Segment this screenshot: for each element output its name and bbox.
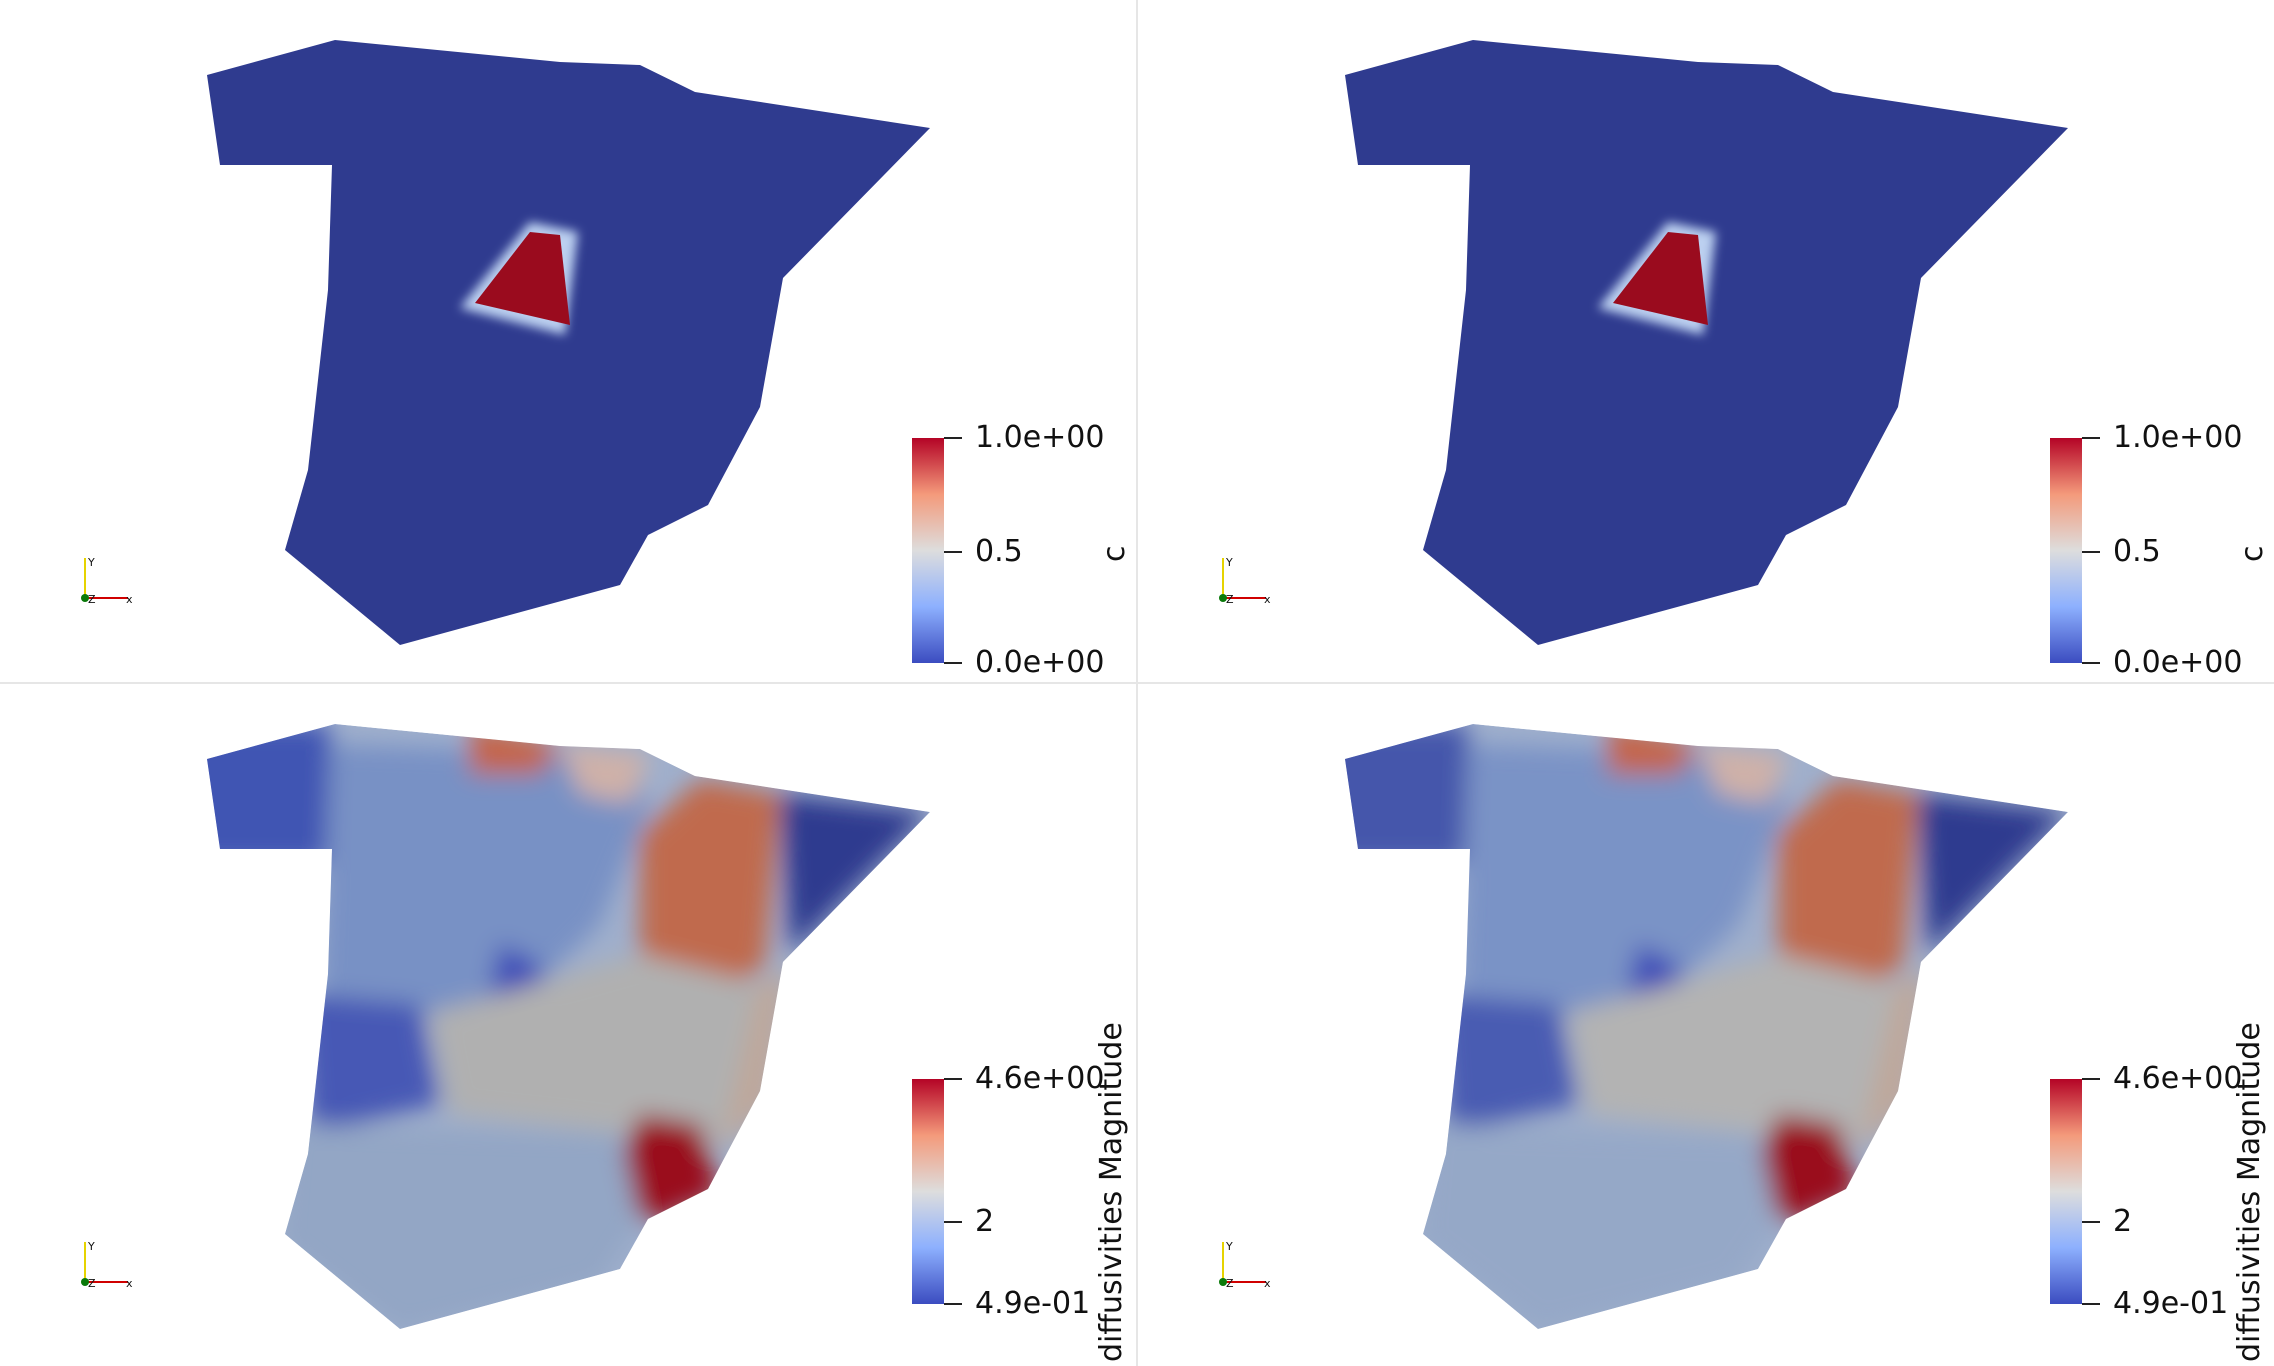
colorbar-title: c xyxy=(2235,545,2270,563)
colorbar-max-label: 1.0e+00 xyxy=(975,420,1105,455)
view-divider-horizontal[interactable] xyxy=(0,682,2274,684)
mesh-render-diffusivities xyxy=(81,724,962,1329)
axis-y-label: Y xyxy=(1226,1240,1233,1253)
mesh-render-diffusivities xyxy=(1219,724,2100,1329)
colorbar-gradient xyxy=(2050,1079,2082,1304)
diffusivity-regions xyxy=(1345,724,2068,1329)
colorbar-mid-label: 0.5 xyxy=(975,534,1023,569)
axis-x-label: x xyxy=(126,593,133,606)
domain-shape xyxy=(1345,40,2068,645)
render-view-bottom-right[interactable]: Y Z x 4.6e+00 2 4.9e-01 diffusivities Ma… xyxy=(1138,684,2274,1366)
orientation-axes xyxy=(81,1242,128,1286)
render-view-top-left[interactable]: Y Z x 1.0e+00 0.5 0.0e+00 c xyxy=(0,0,1136,682)
colorbar-min-label: 4.9e-01 xyxy=(2113,1286,2229,1321)
mesh-render-c xyxy=(1219,40,2100,664)
axis-y-label: Y xyxy=(1226,556,1233,569)
colorbar-gradient xyxy=(2050,438,2082,663)
colorbar-max-label: 1.0e+00 xyxy=(2113,420,2243,455)
orientation-axes xyxy=(81,558,128,602)
orientation-axes xyxy=(1219,558,1266,602)
colorbar-gradient xyxy=(912,1079,944,1304)
axis-z-label: Z xyxy=(1226,1277,1234,1290)
colorbar-mid-label: 2 xyxy=(2113,1204,2133,1239)
colorbar-title: diffusivities Magnitude xyxy=(1094,1022,1129,1362)
colorbar-max-label: 4.6e+00 xyxy=(2113,1061,2243,1096)
source-triangle xyxy=(475,232,570,325)
colorbar-max-label: 4.6e+00 xyxy=(975,1061,1105,1096)
colorbar-mid-label: 0.5 xyxy=(2113,534,2161,569)
colorbar-title: diffusivities Magnitude xyxy=(2232,1022,2267,1362)
mesh-render-c xyxy=(81,40,962,664)
colorbar-title: c xyxy=(1097,545,1132,563)
colorbar-gradient xyxy=(912,438,944,663)
colorbar-min-label: 0.0e+00 xyxy=(2113,645,2243,680)
axis-z-label: Z xyxy=(88,593,96,606)
axis-z-label: Z xyxy=(1226,593,1234,606)
axis-x-label: x xyxy=(1264,593,1271,606)
domain-shape xyxy=(207,40,930,645)
colorbar-min-label: 0.0e+00 xyxy=(975,645,1105,680)
axis-y-label: Y xyxy=(88,1240,95,1253)
axis-z-label: Z xyxy=(88,1277,96,1290)
render-view-bottom-left[interactable]: Y Z x 4.6e+00 2 4.9e-01 diffusivities Ma… xyxy=(0,684,1136,1366)
colorbar-mid-label: 2 xyxy=(975,1204,995,1239)
orientation-axes xyxy=(1219,1242,1266,1286)
render-view-top-right[interactable]: Y Z x 1.0e+00 0.5 0.0e+00 c xyxy=(1138,0,2274,682)
diffusivity-regions xyxy=(207,724,930,1329)
colorbar-min-label: 4.9e-01 xyxy=(975,1286,1091,1321)
axis-x-label: x xyxy=(1264,1277,1271,1290)
axis-x-label: x xyxy=(126,1277,133,1290)
axis-y-label: Y xyxy=(88,556,95,569)
source-triangle xyxy=(1613,232,1708,325)
